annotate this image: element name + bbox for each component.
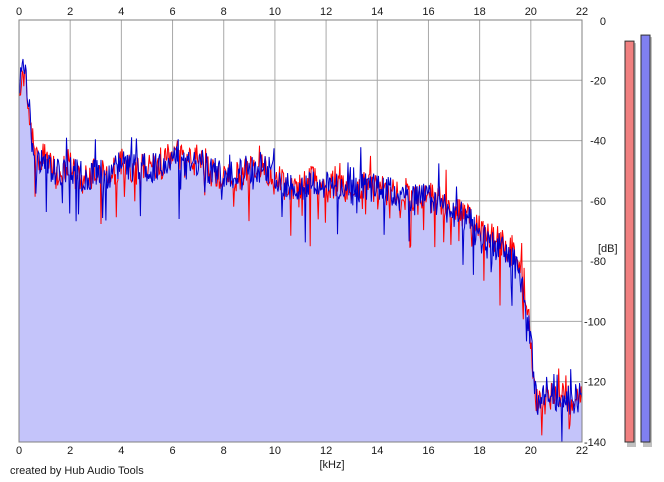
y-tick-label: -60 xyxy=(590,196,606,208)
x-tick-label-bottom: 14 xyxy=(371,445,383,457)
x-tick-label-top: 12 xyxy=(320,6,332,18)
x-tick-label-bottom: 6 xyxy=(169,445,175,457)
x-tick-label-top: 18 xyxy=(474,6,486,18)
x-tick-label-bottom: 2 xyxy=(67,445,73,457)
level-meter-1 xyxy=(624,40,635,443)
x-tick-label-top: 6 xyxy=(169,6,175,18)
x-tick-label-top: 14 xyxy=(371,6,383,18)
plot-frame xyxy=(18,19,583,443)
x-tick-label-bottom: 4 xyxy=(118,445,124,457)
y-tick-label: -120 xyxy=(584,377,606,389)
spectrum-fill-area xyxy=(19,59,582,442)
x-tick-label-top: 0 xyxy=(16,6,22,18)
x-tick-label-bottom: 0 xyxy=(16,445,22,457)
y-tick-label: -100 xyxy=(584,316,606,328)
y-tick-label: -140 xyxy=(584,437,606,449)
y-tick-label: 0 xyxy=(600,16,606,28)
level-meters xyxy=(624,34,652,447)
x-tick-label-top: 4 xyxy=(118,6,124,18)
series-layer xyxy=(18,58,583,443)
x-tick-label-top: 22 xyxy=(576,6,588,18)
x-tick-label-bottom: 18 xyxy=(474,445,486,457)
y-tick-label: -20 xyxy=(590,75,606,87)
x-tick-label-top: 20 xyxy=(525,6,537,18)
x-tick-label-top: 10 xyxy=(269,6,281,18)
x-tick-label-top: 8 xyxy=(221,6,227,18)
y-tick-label: -40 xyxy=(590,136,606,148)
x-tick-label-bottom: 20 xyxy=(525,445,537,457)
x-axis-label: [kHz] xyxy=(319,459,344,471)
y-axis-label: [dB] xyxy=(598,243,618,255)
level-meter-2 xyxy=(640,34,651,443)
series-line-2 xyxy=(18,58,583,443)
x-tick-label-top: 2 xyxy=(67,6,73,18)
x-tick-label-bottom: 10 xyxy=(269,445,281,457)
tick-labels: 002244668810101212141416161818202022220-… xyxy=(16,6,606,457)
x-tick-label-bottom: 12 xyxy=(320,445,332,457)
credit-text: created by Hub Audio Tools xyxy=(10,465,144,477)
x-tick-label-bottom: 16 xyxy=(422,445,434,457)
x-tick-label-bottom: 8 xyxy=(221,445,227,457)
y-tick-label: -80 xyxy=(590,256,606,268)
x-tick-label-bottom: 22 xyxy=(576,445,588,457)
x-tick-label-top: 16 xyxy=(422,6,434,18)
